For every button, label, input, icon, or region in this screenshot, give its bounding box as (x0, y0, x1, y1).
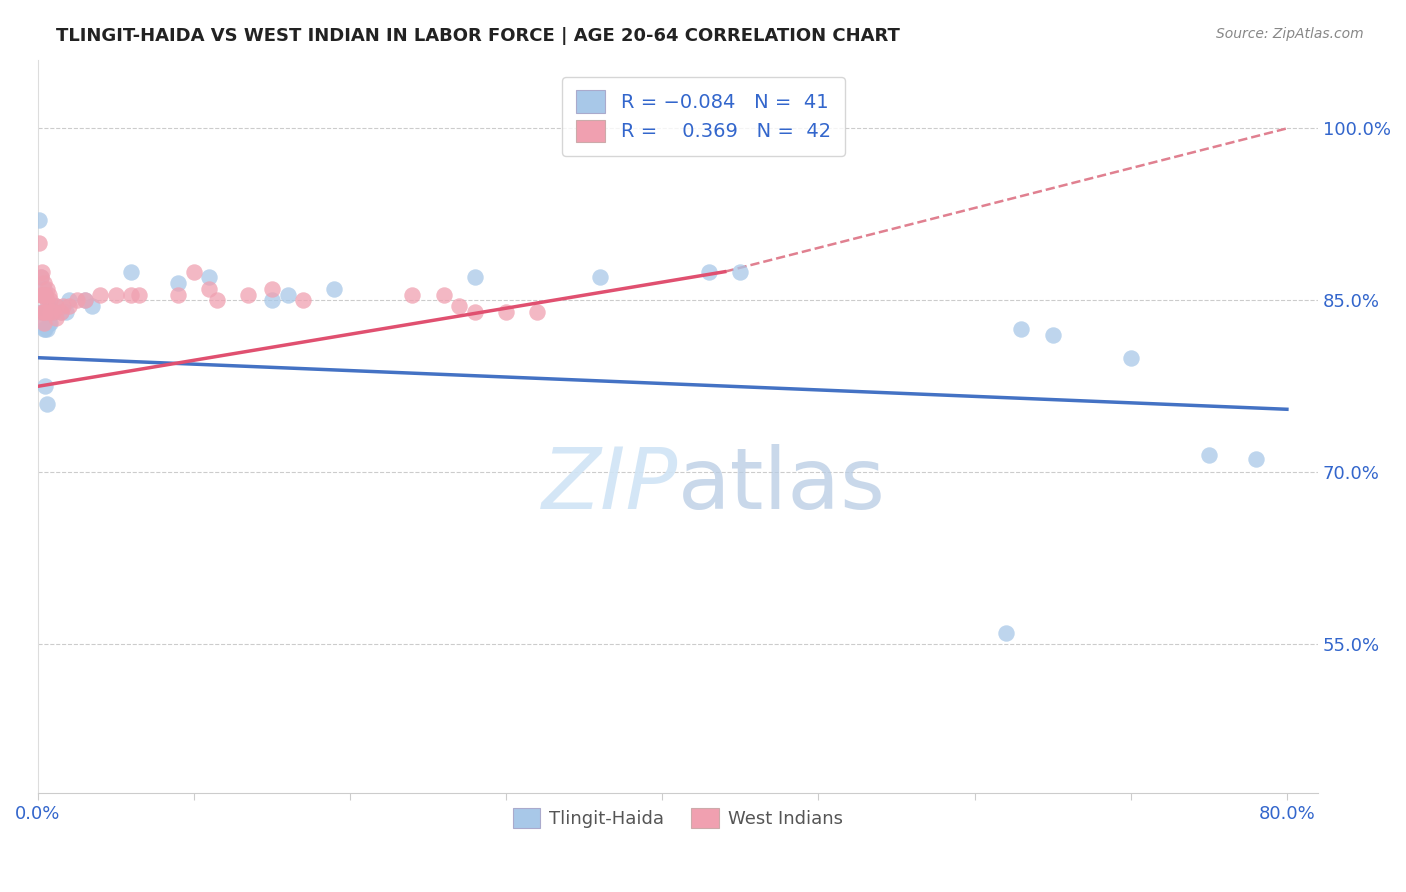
Point (30, 270, 52, 285)
Point (28, 235, 51, 250)
Point (28, 213, 51, 227)
Point (104, 287, 127, 301)
Point (73, 293, 96, 308)
Point (31, 305, 53, 319)
Point (89, 287, 111, 301)
Point (128, 287, 150, 301)
Point (39, 316, 62, 330)
Point (994, 625, 1017, 640)
Point (167, 276, 190, 290)
Point (35, 305, 58, 319)
Point (730, 265, 752, 279)
Point (58, 293, 80, 308)
Point (73, 293, 96, 308)
Point (526, 305, 548, 319)
Point (1198, 448, 1220, 462)
Point (66, 293, 89, 308)
Point (30, 305, 52, 319)
Point (495, 305, 517, 319)
Point (49, 305, 72, 319)
Point (82, 299, 104, 313)
Point (120, 265, 142, 279)
Point (260, 293, 283, 308)
Point (30, 287, 52, 301)
Point (39, 305, 62, 319)
Point (45, 310, 67, 325)
Point (38, 299, 60, 313)
Point (35, 322, 58, 336)
Point (42, 305, 65, 319)
Point (32, 287, 55, 301)
Point (31, 287, 53, 301)
Point (34, 287, 56, 301)
Point (32, 305, 55, 319)
Point (32, 282, 55, 296)
Point (32, 305, 55, 319)
Point (34, 322, 56, 336)
Point (433, 287, 456, 301)
Point (589, 270, 612, 285)
Point (49, 305, 72, 319)
Point (464, 305, 486, 319)
Point (183, 265, 205, 279)
Point (30, 270, 52, 285)
Point (32, 322, 55, 336)
Point (1244, 451, 1267, 466)
Point (238, 287, 260, 301)
Point (1042, 327, 1064, 342)
Point (45, 299, 67, 313)
Text: TLINGIT-HAIDA VS WEST INDIAN IN LABOR FORCE | AGE 20-64 CORRELATION CHART: TLINGIT-HAIDA VS WEST INDIAN IN LABOR FO… (56, 27, 900, 45)
Point (31, 287, 53, 301)
Point (464, 270, 486, 285)
Point (198, 282, 221, 296)
Point (32, 316, 55, 330)
Point (31, 316, 53, 330)
Point (39, 305, 62, 319)
Point (1119, 351, 1142, 365)
Point (32, 276, 55, 290)
Point (167, 287, 190, 301)
Point (38, 316, 60, 330)
Point (401, 287, 423, 301)
Text: Source: ZipAtlas.com: Source: ZipAtlas.com (1216, 27, 1364, 41)
Text: atlas: atlas (678, 443, 886, 526)
Point (55, 305, 77, 319)
Point (120, 287, 142, 301)
Point (207, 293, 229, 308)
Point (31, 265, 53, 279)
Point (449, 299, 471, 313)
Point (58, 299, 80, 313)
Point (45, 299, 67, 313)
Legend: Tlingit-Haida, West Indians: Tlingit-Haida, West Indians (506, 800, 849, 836)
Point (38, 287, 60, 301)
Point (34, 379, 56, 393)
Point (39, 293, 62, 308)
Point (34, 305, 56, 319)
Point (198, 270, 221, 285)
Point (697, 265, 720, 279)
Point (52, 299, 75, 313)
Point (34, 305, 56, 319)
Point (42, 305, 65, 319)
Point (260, 282, 283, 296)
Point (35, 396, 58, 410)
Point (35, 282, 58, 296)
Point (1010, 322, 1032, 336)
Point (292, 293, 315, 308)
Point (35, 293, 58, 308)
Text: ZIP: ZIP (541, 443, 678, 526)
Point (34, 287, 56, 301)
Point (277, 287, 299, 301)
Point (323, 282, 346, 296)
